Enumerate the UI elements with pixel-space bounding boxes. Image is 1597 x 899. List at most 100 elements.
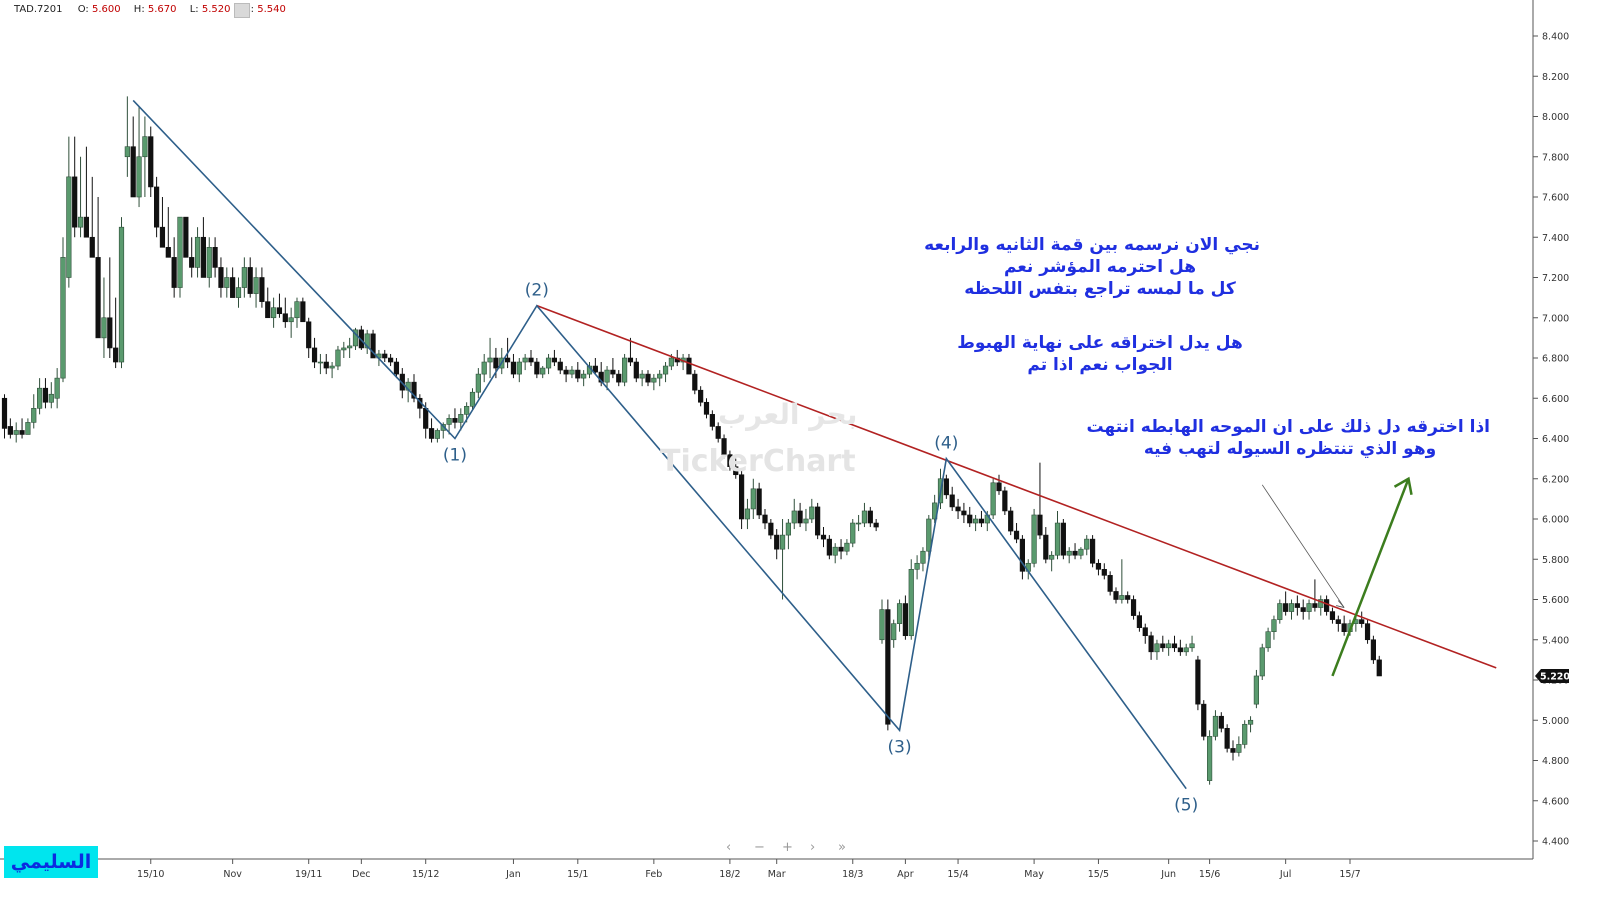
candle-body — [797, 510, 803, 524]
candle — [288, 307, 294, 338]
candle-body — [154, 186, 160, 228]
candle-body — [692, 373, 698, 391]
candle-body — [902, 603, 908, 637]
candle — [738, 470, 745, 530]
candle-body — [1166, 643, 1172, 649]
candle — [709, 410, 715, 431]
candle — [1364, 619, 1371, 644]
candle — [756, 482, 762, 519]
candle — [557, 358, 563, 375]
candle — [19, 418, 25, 439]
candle-body — [165, 247, 171, 258]
candle-body — [1049, 554, 1055, 560]
candle-body — [1329, 611, 1336, 620]
candle — [382, 349, 388, 363]
candle — [1113, 587, 1119, 604]
candle-body — [516, 361, 522, 375]
candle — [154, 176, 160, 238]
candle — [774, 529, 780, 560]
candle — [428, 418, 435, 443]
candle — [990, 478, 996, 519]
candle-body — [42, 387, 49, 403]
candle-body — [1183, 647, 1189, 653]
candle — [1259, 643, 1265, 680]
candle-body — [1230, 748, 1236, 753]
symbol: TAD.7201 — [14, 4, 63, 15]
candle-body — [604, 369, 610, 383]
candle — [920, 547, 926, 572]
candle — [832, 543, 838, 564]
candle-body — [1130, 599, 1137, 616]
candle-body — [703, 401, 710, 415]
candle — [60, 237, 66, 383]
zoom-in-icon[interactable]: + — [782, 840, 793, 855]
candle — [1090, 535, 1096, 568]
candle — [592, 358, 598, 375]
candle — [639, 370, 645, 387]
candle-body — [779, 534, 786, 550]
candle — [107, 257, 113, 358]
candle-body — [1294, 603, 1300, 608]
candle-body — [270, 307, 277, 319]
candle — [1201, 700, 1207, 741]
candle — [1107, 571, 1113, 596]
candle — [791, 498, 797, 530]
candle-body — [504, 357, 511, 363]
candle — [1066, 547, 1072, 564]
candle-body — [774, 534, 780, 550]
candle — [1095, 559, 1102, 576]
candle-body — [978, 518, 985, 524]
candle — [1318, 595, 1324, 616]
candle — [13, 422, 19, 443]
candle-body — [1376, 659, 1382, 677]
y-tick-label: 5.600 — [1542, 595, 1569, 606]
candle-body — [1306, 603, 1312, 612]
y-tick-label: 6.600 — [1542, 394, 1569, 405]
scroll-end-icon[interactable]: » — [838, 840, 846, 855]
close-value: 5.540 — [257, 4, 286, 15]
high-value: 5.670 — [147, 4, 177, 15]
candle-body — [1078, 548, 1084, 556]
candle-body — [206, 247, 212, 278]
candle — [1271, 615, 1277, 640]
candle — [1054, 510, 1061, 560]
candle-body — [469, 391, 476, 407]
candle-body — [955, 506, 961, 512]
candle-body — [171, 257, 177, 288]
candle — [259, 267, 265, 308]
author-badge: السليمي — [4, 846, 98, 878]
x-tick-label: Jun — [1160, 869, 1176, 880]
candle-body — [282, 313, 288, 323]
candle-body — [1300, 607, 1306, 612]
ohlc-menu-button[interactable] — [234, 3, 250, 18]
candle-body — [867, 510, 873, 524]
candle-body — [627, 357, 634, 363]
candle-body — [253, 277, 259, 294]
candle-body — [446, 418, 452, 425]
candle — [657, 370, 663, 387]
candle — [411, 374, 417, 403]
candle — [66, 136, 72, 288]
candle — [1288, 599, 1295, 620]
candle — [1160, 635, 1166, 652]
zoom-out-icon[interactable]: − — [754, 840, 765, 855]
candle — [136, 106, 142, 208]
wave-label: (4) — [934, 434, 958, 454]
candle — [469, 388, 476, 411]
scroll-right-icon[interactable]: › — [810, 840, 816, 855]
candle-body — [785, 522, 791, 536]
candle-body — [452, 418, 458, 423]
annotation-block-2: هل يدل اختراقه على نهاية الهبوط الجواب ن… — [950, 332, 1250, 376]
candle-body — [25, 422, 31, 435]
candle-body — [990, 482, 996, 516]
candle — [651, 374, 657, 391]
candle — [72, 136, 78, 238]
y-tick-label: 6.200 — [1542, 474, 1569, 485]
candle-body — [428, 428, 435, 439]
candle-body — [791, 510, 797, 524]
wave-label: (3) — [888, 737, 912, 757]
scroll-left-icon[interactable]: ‹ — [726, 840, 732, 855]
candle — [95, 197, 101, 339]
candle-body — [1101, 569, 1107, 576]
